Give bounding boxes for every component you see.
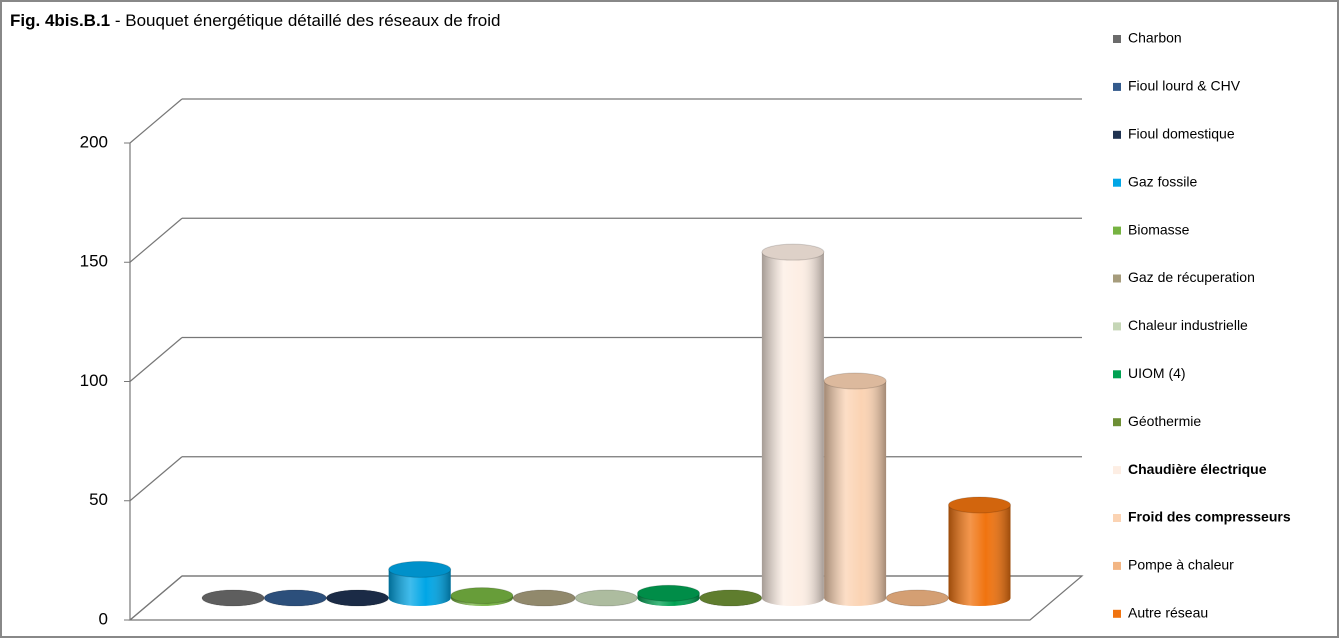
legend-label: Fioul domestique bbox=[1128, 126, 1235, 142]
grid-line bbox=[129, 337, 183, 382]
bar-top-shade bbox=[699, 590, 762, 606]
bar-top-shade bbox=[886, 590, 949, 606]
grid-line bbox=[129, 217, 183, 263]
bar-body-shade bbox=[824, 380, 887, 598]
bar-top bbox=[201, 589, 265, 607]
y-tick-label: 0 bbox=[99, 609, 108, 628]
bar-top bbox=[388, 560, 452, 578]
legend-swatch bbox=[1113, 561, 1121, 570]
legend-label: Gaz fossile bbox=[1128, 173, 1197, 189]
bar bbox=[512, 589, 576, 607]
bar-top bbox=[263, 589, 327, 607]
bar-top-shade bbox=[513, 590, 576, 606]
legend-label: Géothermie bbox=[1128, 413, 1201, 429]
y-tick-label: 50 bbox=[89, 490, 108, 509]
legend-swatch bbox=[1113, 82, 1121, 91]
legend-swatch bbox=[1113, 35, 1121, 43]
legend-swatch bbox=[1113, 130, 1121, 139]
legend-label: Fioul lourd & CHV bbox=[1128, 78, 1241, 94]
bar-top-shade bbox=[637, 585, 700, 602]
legend-label: Chaudière électrique bbox=[1128, 461, 1267, 477]
legend-swatch bbox=[1113, 418, 1121, 427]
bar bbox=[948, 496, 1011, 606]
bar-top bbox=[699, 589, 763, 607]
bar bbox=[761, 243, 825, 606]
bar-top bbox=[637, 584, 700, 602]
bar-top bbox=[326, 589, 389, 607]
bar-top-shade bbox=[450, 587, 513, 604]
legend-swatch bbox=[1113, 466, 1121, 475]
legend-label: Autre réseau bbox=[1128, 605, 1208, 621]
legend-label: Chaleur industrielle bbox=[1128, 317, 1248, 333]
bar bbox=[885, 589, 949, 607]
bar bbox=[823, 372, 887, 606]
bar bbox=[637, 584, 700, 606]
legend-label: UIOM (4) bbox=[1128, 365, 1186, 381]
bar-body-shade bbox=[761, 252, 824, 599]
bar-top bbox=[885, 589, 949, 607]
bar-top bbox=[761, 243, 825, 261]
bar-top-shade bbox=[575, 590, 638, 606]
legend-swatch bbox=[1113, 514, 1121, 522]
bar-top-shade bbox=[388, 561, 451, 578]
bar bbox=[201, 589, 265, 607]
legend-label: Froid des compresseurs bbox=[1128, 509, 1291, 525]
bar bbox=[574, 589, 638, 607]
bar-top bbox=[512, 589, 576, 607]
bar-top-shade bbox=[326, 590, 389, 606]
bar bbox=[699, 589, 763, 607]
bar-top-shade bbox=[824, 372, 887, 389]
legend-swatch bbox=[1113, 322, 1121, 331]
bar bbox=[326, 589, 389, 607]
legend-swatch bbox=[1113, 178, 1121, 187]
title-text: - Bouquet énergétique détaillé des résea… bbox=[110, 11, 500, 30]
bar-top bbox=[450, 587, 514, 605]
grid-line bbox=[129, 575, 183, 621]
figure-label: Fig. 4bis.B.1 bbox=[10, 11, 110, 30]
y-tick-label: 100 bbox=[80, 371, 108, 390]
bar-top bbox=[574, 589, 638, 607]
bar bbox=[263, 589, 327, 607]
y-tick-label: 150 bbox=[80, 252, 108, 271]
bar bbox=[388, 560, 452, 606]
grid-line bbox=[129, 456, 183, 502]
y-tick-label: 200 bbox=[80, 132, 108, 151]
legend-label: Charbon bbox=[1128, 30, 1182, 46]
bar-top bbox=[948, 496, 1011, 514]
legend-swatch bbox=[1113, 370, 1121, 379]
legend-swatch bbox=[1113, 609, 1121, 618]
legend-label: Gaz de récuperation bbox=[1128, 269, 1255, 285]
legend-label: Biomasse bbox=[1128, 221, 1190, 237]
bar-top-shade bbox=[202, 590, 265, 606]
bar-top-shade bbox=[948, 496, 1011, 513]
legend-swatch bbox=[1113, 274, 1121, 283]
bar-top-shade bbox=[761, 244, 824, 261]
bar-top bbox=[823, 372, 887, 390]
grid-line bbox=[129, 98, 183, 144]
bar bbox=[450, 587, 514, 606]
bar-top-shade bbox=[264, 590, 327, 606]
bar-body-shade bbox=[948, 504, 1011, 598]
legend-swatch bbox=[1113, 226, 1121, 235]
legend-label: Pompe à chaleur bbox=[1128, 557, 1234, 573]
chart-title: Fig. 4bis.B.1 - Bouquet énergétique déta… bbox=[10, 11, 500, 30]
